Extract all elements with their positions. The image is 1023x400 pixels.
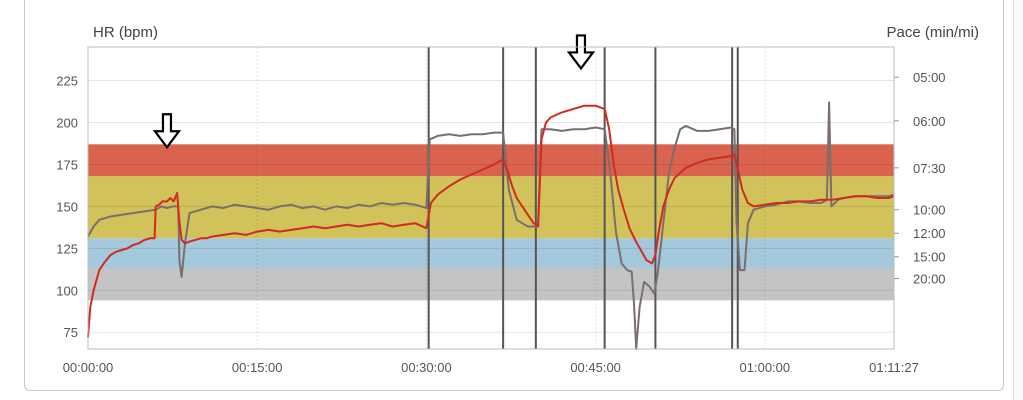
left-tick-label: 175 xyxy=(56,157,78,172)
x-tick-label: 00:00:00 xyxy=(63,360,114,375)
x-tick-label: 00:30:00 xyxy=(401,360,452,375)
x-tick-label: 01:00:00 xyxy=(740,360,791,375)
x-tick-label: 01:11:27 xyxy=(869,360,919,375)
right-tick-label: 05:00 xyxy=(913,70,946,85)
right-axis-ticks: 05:00 06:00 07:30 10:00 12:00 15:00 20:00 xyxy=(894,70,946,287)
lap-markers xyxy=(427,47,739,349)
right-tick-label: 20:00 xyxy=(913,272,946,287)
right-tick-label: 10:00 xyxy=(913,203,946,218)
grid-lines xyxy=(87,47,895,349)
right-tick-label: 15:00 xyxy=(913,250,946,265)
left-tick-label: 100 xyxy=(56,283,78,298)
hr-zones xyxy=(88,144,894,301)
x-tick-label: 00:45:00 xyxy=(570,360,621,375)
hr-zone-band-4 xyxy=(88,144,894,177)
left-tick-label: 225 xyxy=(56,74,78,89)
x-tick-label: 00:15:00 xyxy=(232,360,283,375)
annotation-arrows xyxy=(152,34,596,150)
right-tick-label: 06:00 xyxy=(913,114,946,129)
hr-line xyxy=(87,104,894,338)
hr-zone-band-1 xyxy=(88,268,894,301)
right-edge-panel xyxy=(1013,0,1023,400)
left-axis-ticks: 75 100 125 150 175 200 225 xyxy=(56,74,78,341)
left-tick-label: 75 xyxy=(64,325,78,340)
down-arrow-icon-1 xyxy=(152,113,182,150)
down-arrow-icon-2 xyxy=(566,34,596,71)
hr-zone-band-2 xyxy=(88,238,894,269)
left-tick-label: 150 xyxy=(56,199,78,214)
plot-border xyxy=(87,46,895,350)
right-tick-label: 07:30 xyxy=(913,161,946,176)
series-lines xyxy=(87,101,894,350)
right-axis-label: Pace (min/mi) xyxy=(886,24,979,41)
x-axis-ticks: 00:00:00 00:15:00 00:30:00 00:45:00 01:00:00… xyxy=(63,360,919,375)
left-axis-label: HR (bpm) xyxy=(93,24,158,41)
left-tick-label: 200 xyxy=(56,116,78,131)
left-tick-label: 125 xyxy=(56,241,78,256)
right-tick-label: 12:00 xyxy=(913,226,946,241)
